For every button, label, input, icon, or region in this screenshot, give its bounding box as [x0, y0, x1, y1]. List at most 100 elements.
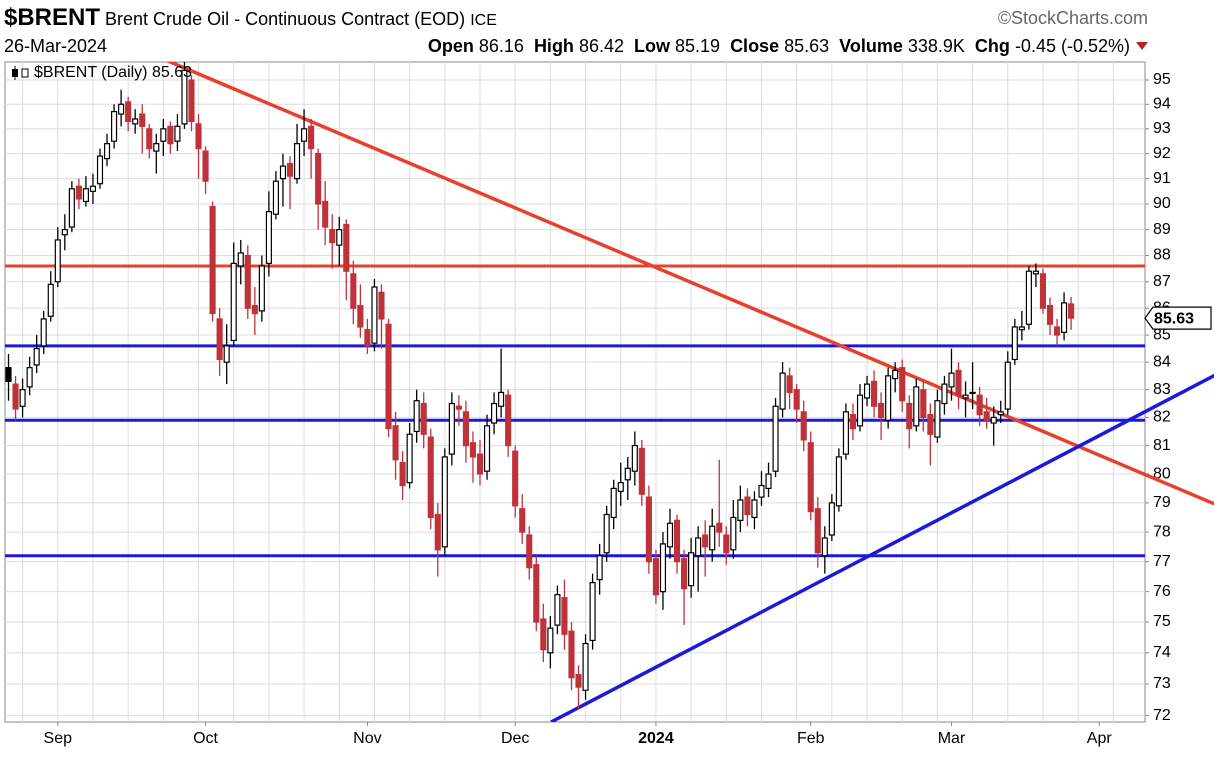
- candle-body: [441, 456, 448, 548]
- candle-body: [920, 389, 927, 419]
- header: $BRENT Brent Crude Oil - Continuous Cont…: [0, 0, 1214, 60]
- candle-body: [913, 386, 920, 427]
- candle-body: [624, 467, 631, 481]
- candle-body: [849, 414, 857, 430]
- quote-value: 86.16: [478, 36, 524, 56]
- candle-body: [885, 375, 892, 421]
- candle-body: [216, 318, 223, 361]
- y-tick-label: 72: [1153, 707, 1171, 724]
- candle-body: [547, 627, 554, 654]
- candle-body: [744, 496, 751, 516]
- candle-body: [357, 304, 364, 328]
- x-tick-label: Feb: [797, 730, 825, 747]
- candle-body: [244, 254, 251, 309]
- candle-body: [871, 380, 878, 407]
- y-tick-label: 94: [1153, 96, 1171, 113]
- candle-body: [582, 642, 589, 691]
- down-arrow: [1136, 42, 1148, 50]
- candle-body: [301, 128, 308, 142]
- y-tick-label: 82: [1153, 409, 1171, 426]
- quote-label: Close: [730, 36, 780, 56]
- candle-body: [498, 391, 505, 407]
- trend-line: [165, 62, 1145, 477]
- candle-body: [695, 537, 702, 557]
- candle-body: [519, 508, 526, 533]
- candle-body: [554, 594, 561, 626]
- exchange: ICE: [470, 12, 497, 29]
- candle-body: [610, 487, 617, 519]
- candle-body: [153, 143, 160, 152]
- symbol: $BRENT: [4, 4, 101, 31]
- candle-body: [47, 283, 54, 317]
- y-tick-label: 84: [1153, 353, 1171, 370]
- candle-body: [146, 128, 153, 150]
- candle-body: [160, 128, 167, 142]
- candle-body: [308, 125, 315, 150]
- candle-body: [568, 630, 575, 679]
- candle-body: [983, 411, 990, 421]
- candle-body: [702, 534, 709, 548]
- legend-icon: [12, 69, 18, 77]
- candle-body: [265, 211, 272, 264]
- candle-body: [899, 367, 906, 402]
- candle-body: [89, 185, 97, 192]
- candle-body: [491, 402, 498, 424]
- candle-body: [448, 402, 455, 455]
- quote-label: Chg: [974, 36, 1010, 56]
- quote-value: 338.9K: [907, 36, 965, 56]
- y-tick-label: 93: [1153, 120, 1171, 137]
- candle-body: [821, 537, 828, 557]
- y-tick-label: 74: [1153, 644, 1171, 661]
- candle-body: [202, 150, 209, 182]
- y-tick-label: 90: [1153, 195, 1171, 212]
- candle-body: [40, 318, 47, 347]
- y-tick-label: 89: [1153, 221, 1171, 238]
- quote-value: -0.45 (-0.52%): [1014, 36, 1130, 56]
- candle-body: [68, 188, 75, 228]
- candle-body: [174, 125, 181, 142]
- candle-body: [962, 394, 969, 399]
- candle-body: [293, 143, 301, 180]
- legend-icon: [21, 68, 29, 78]
- candle-body: [462, 411, 469, 447]
- candle-body: [948, 372, 955, 388]
- x-tick-label: Sep: [44, 730, 73, 747]
- candle-body: [336, 229, 343, 246]
- candle-body: [209, 205, 216, 315]
- candle-body: [638, 447, 645, 495]
- y-tick-label: 95: [1153, 71, 1171, 88]
- candle-body: [188, 79, 195, 123]
- candle-body: [673, 519, 681, 563]
- candle-body: [392, 425, 399, 461]
- price-marker-label: 85.63: [1154, 310, 1194, 327]
- candle-body: [223, 345, 230, 363]
- candle-body: [476, 453, 484, 475]
- quote-label: Open: [427, 36, 474, 56]
- y-tick-label: 88: [1153, 247, 1171, 264]
- candle-body: [1068, 303, 1075, 319]
- candle-body: [251, 304, 258, 315]
- legend: $BRENT (Daily) 85.63: [34, 64, 192, 81]
- candle-body: [666, 522, 674, 548]
- candle-body: [315, 153, 322, 205]
- candle-body: [125, 101, 132, 123]
- candle-body: [420, 402, 427, 435]
- x-tick-label: 2024: [638, 730, 674, 747]
- instrument-name: Brent Crude Oil - Continuous Contract (E…: [105, 9, 466, 29]
- candle-body: [505, 394, 512, 447]
- y-tick-label: 81: [1153, 437, 1171, 454]
- candle-body: [329, 229, 336, 244]
- candle-body: [934, 400, 941, 438]
- x-tick-label: Nov: [353, 730, 381, 747]
- candle-body: [709, 525, 716, 551]
- candle-body: [33, 347, 40, 366]
- title-line: $BRENT Brent Crude Oil - Continuous Cont…: [4, 4, 497, 32]
- candle-body: [751, 499, 758, 519]
- candle-body: [5, 367, 12, 382]
- candle-body: [406, 433, 413, 484]
- candle-body: [1053, 326, 1061, 336]
- candle-body: [779, 372, 786, 410]
- candle-body: [350, 273, 357, 309]
- candle-body: [659, 543, 667, 593]
- plot-layer: [5, 62, 1145, 722]
